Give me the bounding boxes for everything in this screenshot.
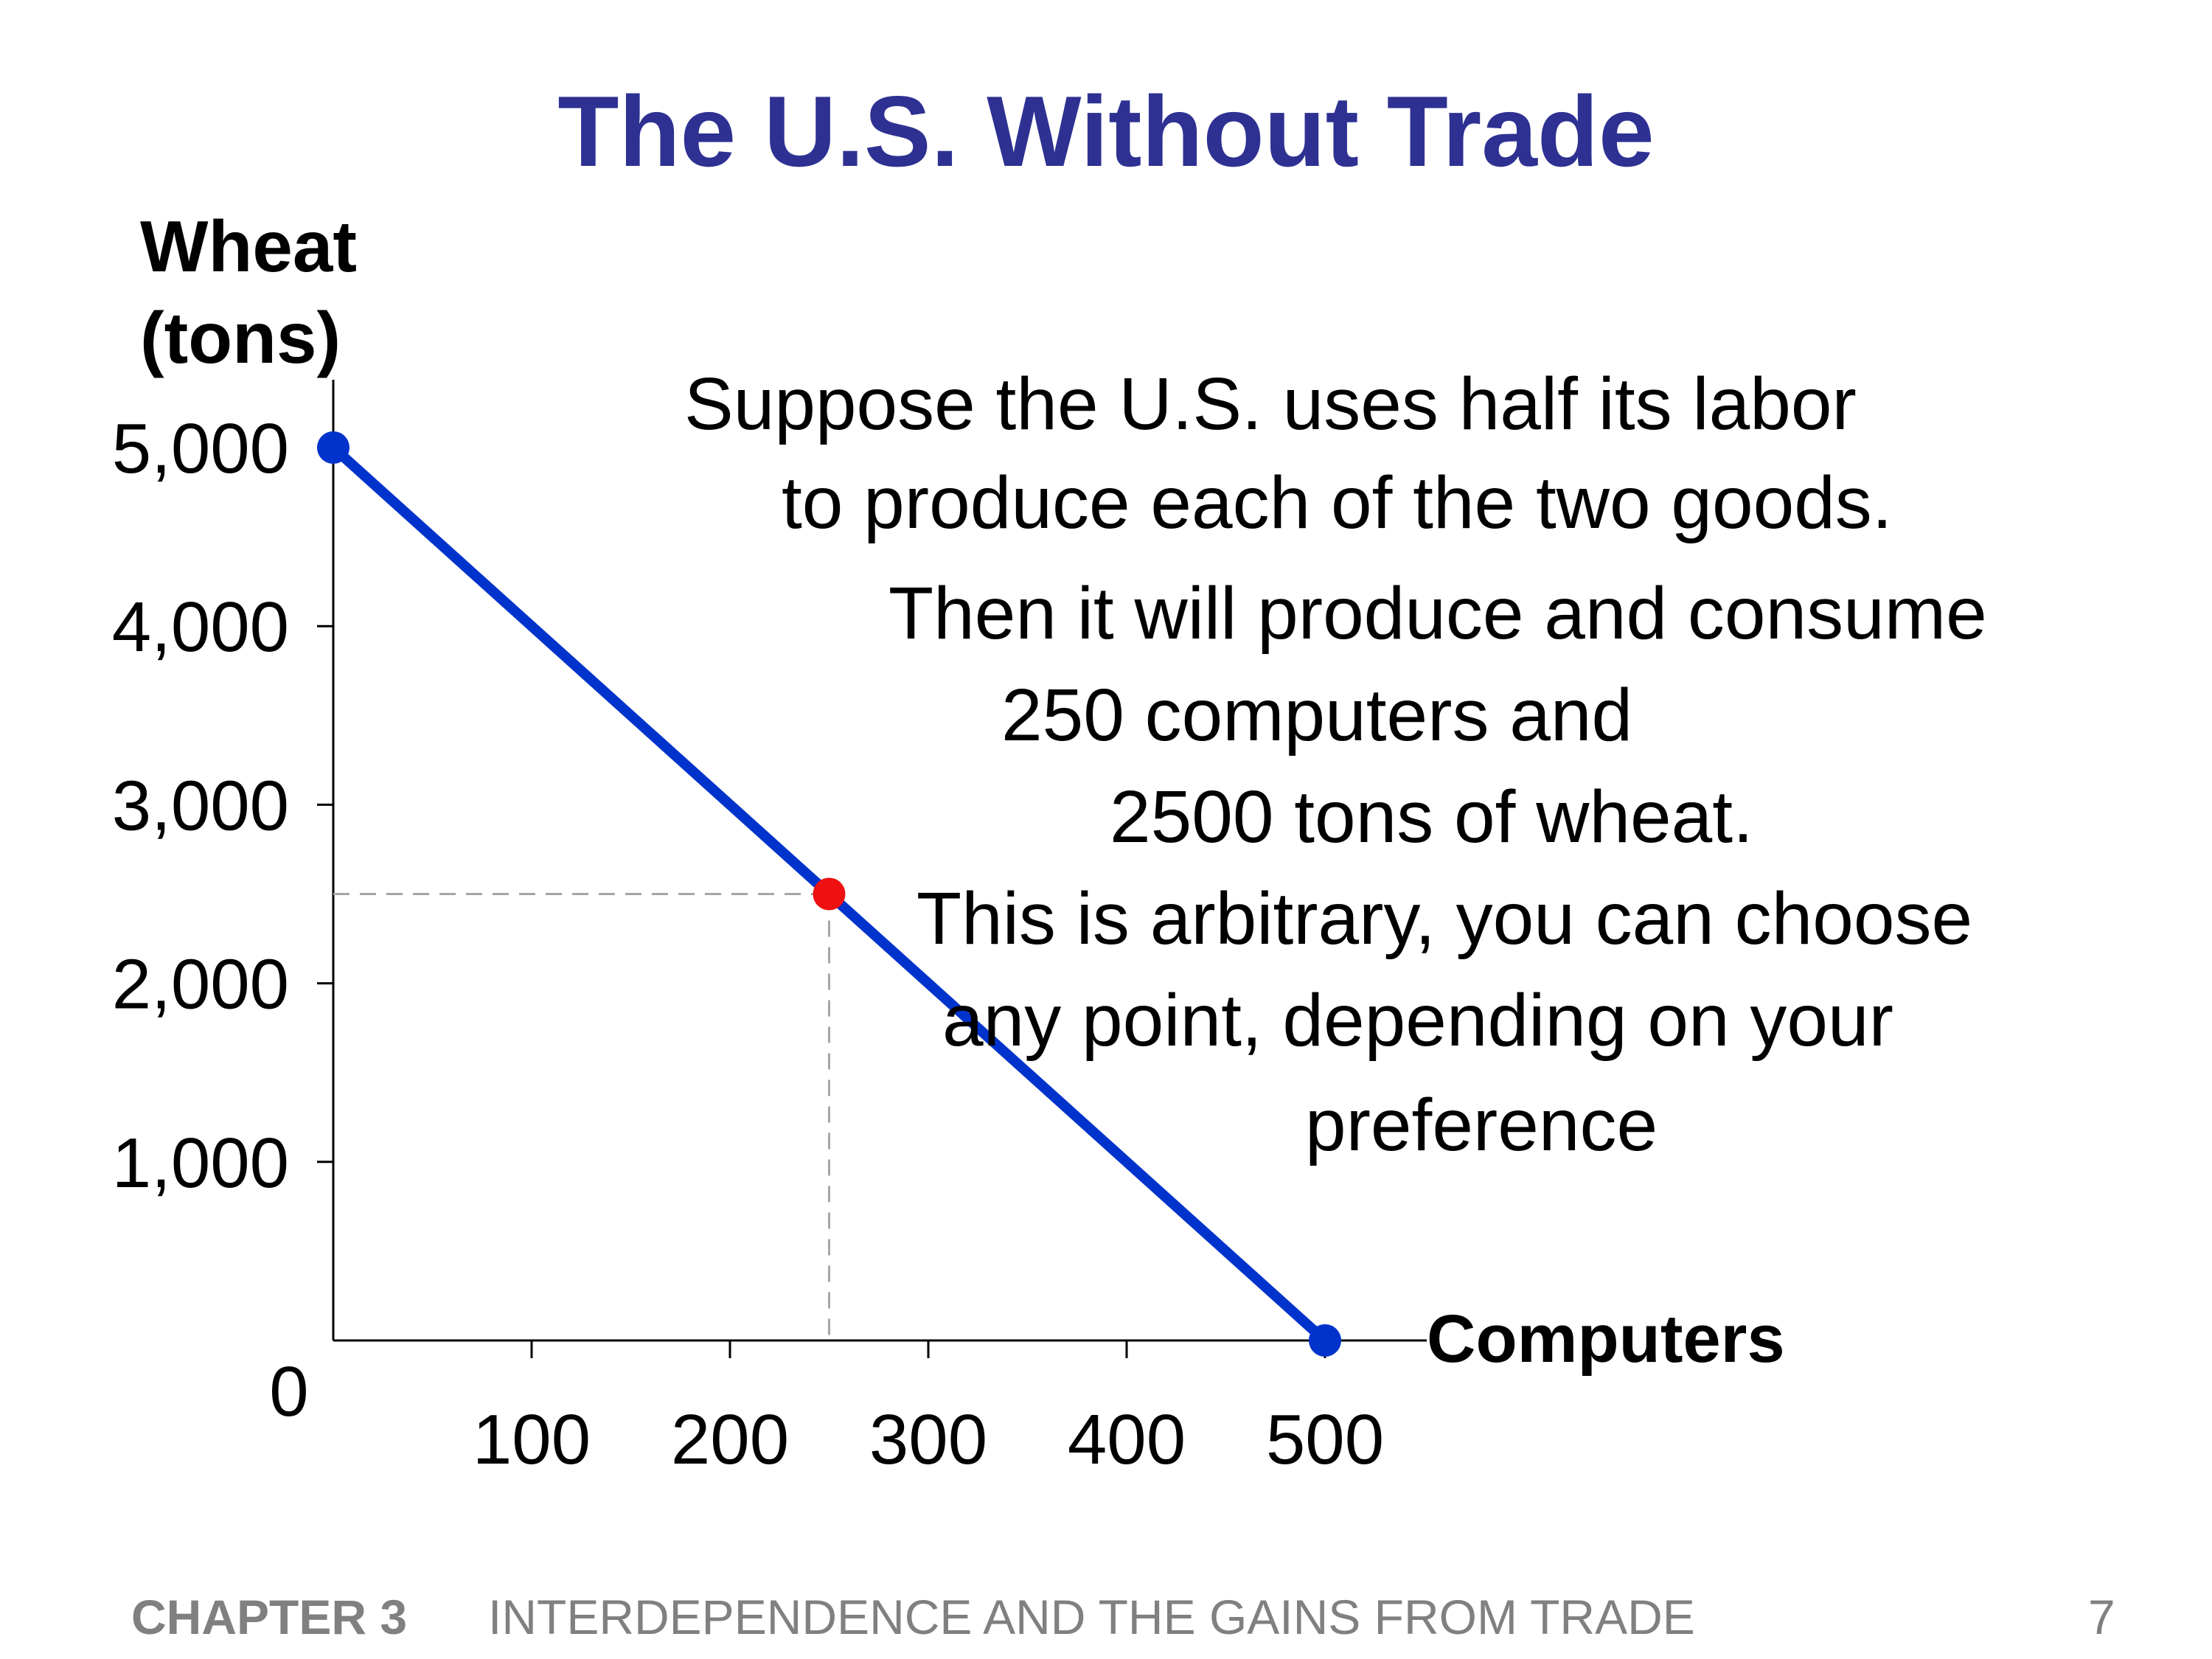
y-axis-label: Wheat (tons) [140,201,357,383]
y-axis-label-line-2: (tons) [140,297,341,378]
x-axis-label: Computers [1427,1301,1785,1377]
annotation-line-1: Suppose the U.S. uses half its labor [684,363,1857,445]
footer-title: INTERDEPENDENCE AND THE GAINS FROM TRADE [488,1590,1695,1644]
annotation-line-7: any point, depending on your [942,979,1893,1062]
annotation-line-6: This is arbitrary, you can choose [917,877,1973,960]
annotation-line-3: Then it will produce and consume [888,572,1987,655]
footer-page-number: 7 [2088,1590,2115,1644]
footer-chapter: CHAPTER 3 [131,1590,408,1644]
chart-points [317,431,1341,1357]
y-tick-label-3000: 3,000 [112,766,289,845]
x-tick-label-300: 300 [869,1400,987,1479]
y-axis-label-line-1: Wheat [140,206,357,287]
x-tick-label-400: 400 [1068,1400,1186,1479]
y-tick-label-5000: 5,000 [112,409,289,488]
ppf-endpoint-1 [1309,1324,1341,1357]
x-tick-label-200: 200 [671,1400,789,1479]
chart-guides [333,893,830,1340]
annotation-line-5: 2500 tons of wheat. [1110,776,1753,858]
y-tick-label-4000: 4,000 [112,588,289,667]
x-tick-label-500: 500 [1266,1400,1384,1479]
annotation-line-4: 250 computers and [1001,674,1633,757]
slide-title: The U.S. Without Trade [557,75,1655,187]
origin-label: 0 [269,1352,308,1431]
chosen-point [813,877,846,911]
annotation-line-8: preference [1305,1084,1658,1166]
ppf-endpoint-0 [317,431,349,464]
y-tick-label-1000: 1,000 [112,1124,289,1203]
annotation-line-2: to produce each of the two goods. [782,462,1893,544]
chart-axes [332,380,1427,1342]
x-tick-label-100: 100 [473,1400,591,1479]
y-tick-label-2000: 2,000 [112,945,289,1024]
chart-tick-labels: 1,000 2,000 3,000 4,000 5,000 100 200 300 400 500… [112,409,1384,1479]
